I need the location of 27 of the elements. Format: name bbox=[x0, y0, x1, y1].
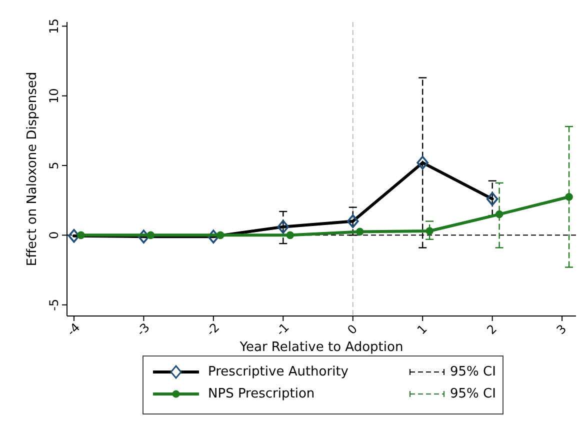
x-tick-label: 1 bbox=[414, 322, 430, 338]
y-tick-label: 0 bbox=[47, 231, 61, 240]
point bbox=[356, 228, 364, 236]
point bbox=[286, 231, 294, 240]
y-axis-title: Effect on Naloxone Dispensed bbox=[25, 72, 40, 266]
x-tick-label: -3 bbox=[134, 320, 152, 339]
y-tick-label: -5 bbox=[47, 298, 61, 311]
x-tick-label: 2 bbox=[484, 322, 500, 338]
text: 95% CI bbox=[450, 364, 496, 380]
x-tick-label: 3 bbox=[554, 322, 570, 338]
point bbox=[146, 231, 155, 240]
y-tick-label: 15 bbox=[47, 18, 61, 34]
point bbox=[216, 231, 224, 240]
x-tick-label: -2 bbox=[204, 320, 222, 339]
point bbox=[77, 231, 85, 240]
point bbox=[495, 210, 504, 218]
y-tick-label: 10 bbox=[47, 88, 61, 104]
point bbox=[565, 192, 573, 201]
x-tick-label: -4 bbox=[64, 320, 83, 339]
legend-label: Prescriptive Authority bbox=[208, 364, 349, 380]
y-tick-label: 5 bbox=[47, 162, 61, 170]
point bbox=[426, 227, 434, 235]
x-axis-title: Year Relative to Adoption bbox=[238, 340, 404, 355]
legend-label: NPS Prescription bbox=[208, 386, 315, 402]
x-tick-label: 0 bbox=[344, 322, 360, 338]
x-tick-label: -1 bbox=[273, 320, 292, 339]
text: 95% CI bbox=[450, 386, 496, 402]
